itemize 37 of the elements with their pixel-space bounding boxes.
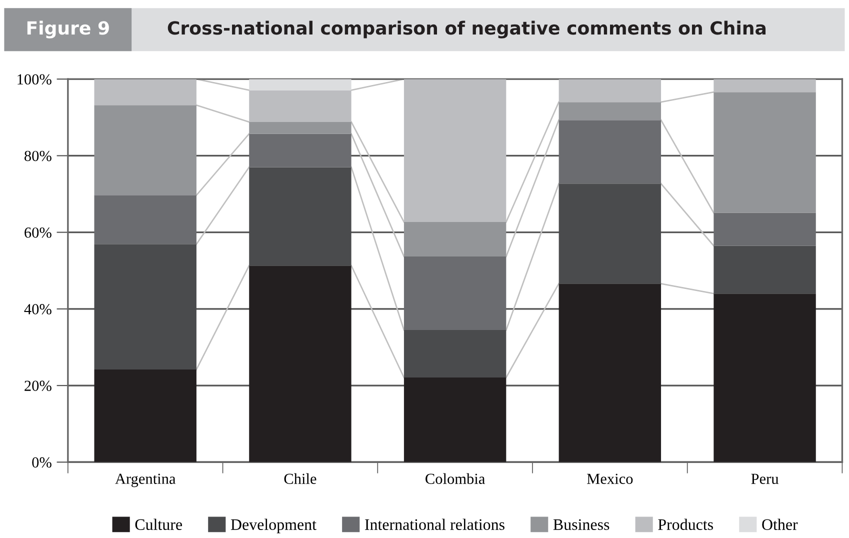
y-tick-label: 40% — [24, 304, 52, 314]
bar — [404, 222, 506, 256]
bar — [404, 256, 506, 330]
y-tick-label: 80% — [24, 150, 52, 162]
bar — [249, 266, 352, 462]
chart-title: Cross-national comparison of negative comments on China — [168, 20, 766, 38]
bar — [94, 105, 196, 196]
bar — [558, 120, 662, 184]
bar — [558, 102, 662, 120]
bar — [94, 195, 196, 244]
x-tick-label: Peru — [751, 474, 779, 484]
x-tick-label: Chile — [284, 473, 316, 484]
x-tick-label: Argentina — [115, 474, 176, 488]
x-tick-label: Mexico — [587, 474, 633, 484]
bar — [714, 212, 816, 246]
bar — [94, 369, 196, 462]
legend-label: Culture — [135, 518, 182, 530]
caption: Figure 9 — [27, 20, 109, 38]
bar — [714, 294, 816, 462]
bar — [249, 134, 352, 168]
bar — [404, 377, 506, 462]
y-tick-label: 0% — [32, 457, 52, 468]
y-tick-label: 20% — [24, 380, 52, 392]
bar — [249, 79, 352, 90]
x-tick-label: Colombia — [426, 473, 485, 484]
bar — [558, 284, 662, 462]
legend-label: Other — [762, 518, 798, 530]
y-tick-label: 100% — [18, 74, 52, 85]
legend-label: Development — [230, 518, 316, 534]
legend-label: Products — [658, 518, 713, 530]
y-tick-label: 60% — [24, 227, 52, 238]
legend-label: Business — [553, 519, 610, 530]
bar — [249, 122, 352, 134]
bar — [714, 246, 816, 294]
bar — [404, 330, 506, 378]
legend-label: International relations — [365, 518, 504, 530]
bar — [714, 92, 816, 213]
